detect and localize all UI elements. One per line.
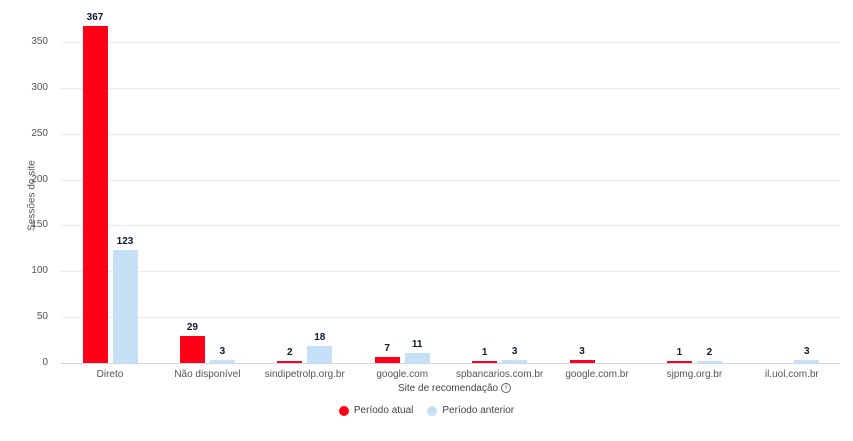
bar-periodo-anterior[interactable] (307, 346, 333, 363)
data-label: 123 (116, 236, 134, 248)
x-tick-label: google.com.br (565, 369, 629, 380)
bar-periodo-atual[interactable] (666, 361, 692, 363)
data-label: 18 (314, 332, 326, 344)
bar-periodo-atual[interactable] (82, 26, 108, 363)
bar-periodo-atual[interactable] (374, 356, 400, 363)
data-label: 1 (676, 347, 683, 358)
x-axis-title-text: Site de recomendação (398, 383, 499, 394)
bar-periodo-anterior[interactable] (112, 250, 138, 363)
data-label: 367 (86, 12, 104, 24)
x-tick-label: il.uol.com.br (764, 369, 819, 380)
bar-periodo-anterior[interactable] (209, 360, 235, 363)
y-tick-label: 0 (42, 357, 48, 368)
gridline (61, 271, 840, 272)
x-axis-title: Site de recomendação i (398, 383, 512, 394)
info-circle-icon[interactable]: i (501, 383, 512, 394)
y-tick-label: 100 (31, 265, 48, 276)
bar-periodo-anterior[interactable] (696, 361, 722, 363)
x-tick-label: sindipetrolp.org.br (264, 369, 345, 380)
gridline (61, 317, 840, 318)
legend-dot-icon (338, 405, 349, 416)
legend-label: Período atual (353, 405, 414, 416)
x-tick-label: spbancarios.com.br (455, 369, 544, 380)
legend-dot-icon (427, 405, 438, 416)
bar-periodo-anterior[interactable] (502, 360, 528, 363)
gridline (61, 225, 840, 226)
y-axis-title: Sessões do site (26, 160, 38, 231)
x-axis-line (61, 363, 840, 364)
data-label: 3 (579, 346, 585, 358)
bar-periodo-anterior[interactable] (404, 352, 430, 363)
data-label: 29 (186, 322, 198, 334)
y-tick-label: 150 (31, 219, 48, 230)
data-label: 1 (481, 347, 488, 358)
x-tick-label: google.com (376, 369, 429, 380)
data-label: 2 (706, 347, 713, 358)
gridline (61, 88, 840, 89)
bar-periodo-atual[interactable] (277, 361, 303, 363)
gridline (61, 180, 840, 181)
y-tick-label: 250 (31, 128, 48, 139)
x-tick-label: Não disponível (174, 369, 241, 380)
data-label: 3 (219, 346, 226, 358)
data-label: 7 (384, 342, 390, 354)
legend-item-periodo-anterior[interactable]: Período anterior (427, 405, 514, 416)
legend: Período atual Período anterior (0, 405, 853, 416)
legend-label: Período anterior (442, 405, 515, 416)
gridline (61, 134, 840, 135)
data-label: 2 (287, 347, 293, 358)
legend-item-periodo-atual[interactable]: Período atual (338, 405, 414, 416)
y-tick-label: 350 (31, 36, 48, 47)
y-tick-label: 50 (36, 311, 48, 322)
y-tick-label: 200 (31, 174, 48, 185)
y-tick-label: 300 (31, 82, 48, 93)
data-label: 3 (511, 346, 518, 358)
bar-periodo-atual[interactable] (179, 336, 205, 363)
bar-periodo-atual[interactable] (569, 360, 595, 363)
gridline (61, 42, 840, 43)
data-label: 11 (411, 338, 423, 350)
x-tick-label: Direto (96, 369, 124, 380)
bar-periodo-atual[interactable] (472, 361, 498, 363)
data-label: 3 (804, 346, 810, 358)
x-tick-label: sjpmg.org.br (666, 369, 723, 380)
bar-periodo-anterior[interactable] (794, 360, 820, 363)
